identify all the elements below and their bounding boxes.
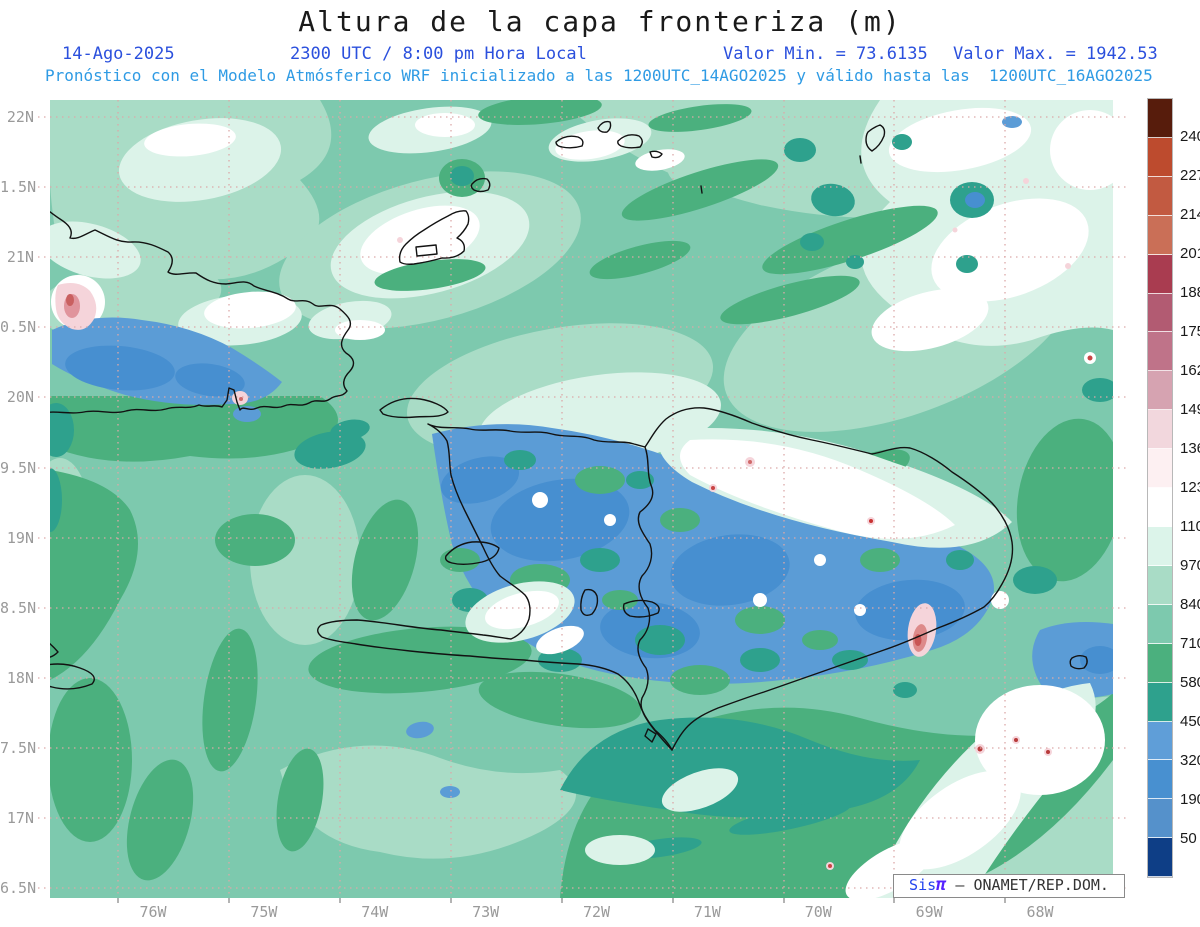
coastline-caicos <box>617 134 663 159</box>
colorbar-tick-label: 1360 <box>1180 440 1200 457</box>
colorbar-tick-label: 1490 <box>1180 401 1200 418</box>
colorbar-band <box>1148 371 1172 411</box>
colorbar-tick-label: 2010 <box>1180 245 1200 262</box>
colorbar-tick-label: 2140 <box>1180 206 1200 223</box>
watermark-box: Sisπ – ONAMET/REP.DOM. <box>893 874 1125 898</box>
colorbar-band <box>1148 604 1172 644</box>
header-min-value: Valor Min. = 73.6135 <box>723 44 928 64</box>
lat-label: 17N <box>6 809 34 827</box>
lat-label: 0.5N <box>0 318 37 337</box>
coastline-jamaica <box>50 642 95 690</box>
coastline-little-inagua <box>470 177 491 193</box>
axis-ticks <box>117 898 1006 903</box>
coastline-mayaguana <box>555 135 584 149</box>
lon-label: 70W <box>804 903 832 921</box>
colorbar-band <box>1148 721 1172 761</box>
colorbar-band <box>1148 215 1172 255</box>
colorbar-band <box>1148 682 1172 722</box>
colorbar-band <box>1148 99 1172 138</box>
watermark-org: ONAMET/REP.DOM. <box>973 876 1109 894</box>
colorbar-band <box>1148 410 1172 450</box>
colorbar-band <box>1148 643 1172 683</box>
coastline-great-inagua <box>398 210 470 265</box>
lon-label: 75W <box>250 903 278 921</box>
contour-fill-layers <box>50 100 1113 898</box>
colorbar-tick-label: 710 <box>1180 635 1200 652</box>
lat-label: 6.5N <box>0 879 37 898</box>
coastline-tortuga-island <box>379 397 449 419</box>
watermark-pi-icon: π <box>936 875 947 895</box>
coastline-beata-island <box>644 728 657 743</box>
colorbar-tick-label: 1620 <box>1180 362 1200 379</box>
lat-label: 21N <box>6 248 34 267</box>
header-date: 14-Ago-2025 <box>62 44 175 64</box>
border-haiti-dr <box>637 446 673 751</box>
colorbar-band <box>1148 760 1172 800</box>
colorbar-band <box>1148 293 1172 333</box>
colorbar-tick-label: 1750 <box>1180 323 1200 340</box>
graticule-grid <box>38 100 1128 898</box>
colorbar <box>1147 98 1173 878</box>
colorbar-band <box>1148 176 1172 216</box>
colorbar-tick-label: 1230 <box>1180 479 1200 496</box>
colorbar-tick-label: 840 <box>1180 596 1200 613</box>
colorbar-tick-label: 450 <box>1180 713 1200 730</box>
lat-label: 18N <box>6 668 34 687</box>
colorbar-band <box>1148 137 1172 177</box>
header-max-value: Valor Max. = 1942.53 <box>953 44 1158 64</box>
lon-label: 72W <box>582 903 611 921</box>
colorbar-band <box>1148 799 1172 839</box>
colorbar-tick-label: 190 <box>1180 791 1200 808</box>
lon-label: 69W <box>915 903 943 921</box>
colorbar-tick-label: 2400 <box>1180 128 1200 145</box>
coastline-mona-island <box>1069 655 1088 670</box>
lon-label: 68W <box>1026 903 1054 921</box>
lat-label: 8.5N <box>0 598 37 617</box>
lat-label: 19N <box>6 528 34 547</box>
lake-etang-saumatre <box>580 588 599 617</box>
colorbar-tick-label: 1100 <box>1180 518 1200 535</box>
watermark-sis: Sis <box>909 876 937 894</box>
coastline-gonave-island <box>444 541 500 565</box>
lat-label: 20N <box>6 388 34 407</box>
lon-label: 73W <box>472 903 500 921</box>
coastline-cuba <box>50 211 355 414</box>
colorbar-band <box>1148 565 1172 605</box>
map-canvas <box>38 100 1128 903</box>
colorbar-band <box>1148 332 1172 372</box>
colorbar-band <box>1148 526 1172 566</box>
coastline-plana-cays <box>597 120 612 133</box>
lat-label: 22N <box>6 108 34 126</box>
colorbar-tick-label: 1880 <box>1180 284 1200 301</box>
colorbar-tick-label: 320 <box>1180 752 1200 769</box>
header-valid-time: 2300 UTC / 8:00 pm Hora Local <box>290 44 587 64</box>
page-title: Altura de la capa fronteriza (m) <box>298 5 902 38</box>
header-model-line: Pronóstico con el Modelo Atmósferico WRF… <box>45 66 1153 85</box>
colorbar-tick-label: 50 <box>1180 830 1197 847</box>
lat-label: 7.5N <box>0 738 37 757</box>
colorbar-tick-label: 580 <box>1180 674 1200 691</box>
lake-enriquillo <box>622 599 660 618</box>
lon-label: 76W <box>139 903 167 921</box>
lat-label: 9.5N <box>0 458 37 477</box>
coastline-turks-cays <box>700 124 886 194</box>
colorbar-band <box>1148 254 1172 294</box>
colorbar-tick-label: 970 <box>1180 557 1200 574</box>
colorbar-band <box>1148 838 1172 878</box>
lon-label: 74W <box>361 903 389 921</box>
colorbar-band <box>1148 449 1172 489</box>
colorbar-tick-label: 2270 <box>1180 167 1200 184</box>
lon-label: 71W <box>693 903 721 921</box>
colorbar-band <box>1148 488 1172 527</box>
lat-label: 1.5N <box>0 178 37 197</box>
watermark-separator: – <box>955 876 974 894</box>
